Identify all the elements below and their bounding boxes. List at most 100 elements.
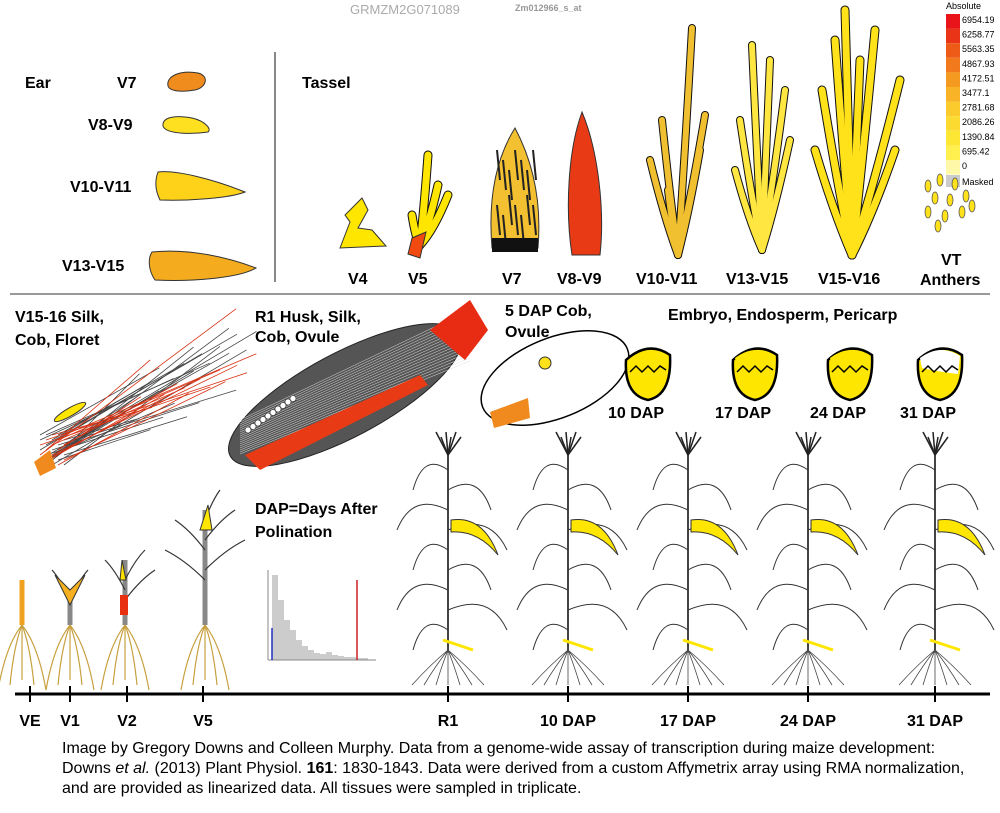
label: Ovule <box>505 324 550 341</box>
label: 10 DAP <box>540 713 596 730</box>
leaf <box>899 623 936 651</box>
legend-swatch <box>946 28 960 44</box>
caption-italic: et al. <box>115 760 151 777</box>
root-flush <box>682 638 714 652</box>
tassel-spike <box>685 431 689 456</box>
legend-swatch <box>946 130 960 146</box>
legend-swatch <box>946 160 960 175</box>
husk-silk <box>430 300 488 360</box>
silk-strand <box>63 346 221 466</box>
spikelet <box>502 159 507 191</box>
tassel-spike <box>807 436 822 456</box>
ovule <box>259 416 267 423</box>
root <box>807 649 845 686</box>
tassel-spike <box>445 431 449 456</box>
root <box>555 649 569 686</box>
label: 24 DAP <box>780 713 836 730</box>
tassel-spike <box>805 431 809 456</box>
label: 5 DAP Cob, <box>505 303 592 320</box>
histogram-bar <box>314 653 320 660</box>
kernel <box>624 347 672 402</box>
legend-swatch <box>946 87 960 102</box>
label: VT <box>941 252 962 269</box>
kernel <box>731 347 779 402</box>
label: 3477.1 <box>962 88 990 98</box>
root <box>192 624 206 686</box>
root <box>124 624 150 691</box>
caption-text: : 1830-1843. Data were derived from a cu… <box>62 760 965 797</box>
silk-strand <box>57 429 151 461</box>
leaf <box>934 563 979 591</box>
spikelet <box>508 194 513 226</box>
caption-bold: 161 <box>306 760 334 777</box>
ear-leaf <box>450 518 499 556</box>
label: 17 DAP <box>715 405 771 422</box>
husk-vein <box>239 333 471 437</box>
anther <box>951 177 959 191</box>
mature-plant <box>756 431 868 686</box>
root <box>795 649 809 686</box>
seedling <box>45 569 95 691</box>
ear-v13-v15 <box>148 250 258 281</box>
silk-strand <box>51 327 230 461</box>
ear-leaf <box>690 518 739 556</box>
leaf <box>687 563 732 591</box>
root <box>651 649 689 686</box>
leaf <box>899 463 936 491</box>
histogram-bar <box>296 640 302 660</box>
root <box>57 624 71 686</box>
ear-v7 <box>167 71 206 92</box>
tassel-spike <box>687 431 697 456</box>
leaf <box>687 483 732 511</box>
label: DAP=Days After <box>255 501 378 518</box>
tassel-spike <box>934 431 944 456</box>
husk-vein <box>239 354 471 451</box>
label: V10-V11 <box>636 271 697 288</box>
silk-strand <box>39 308 237 456</box>
silk-strand <box>51 364 238 456</box>
label: 2086.26 <box>962 117 995 127</box>
root <box>447 649 485 686</box>
silk-strand <box>45 346 194 466</box>
spikelet <box>514 204 519 236</box>
label: 17 DAP <box>660 713 716 730</box>
label: 6954.19 <box>962 15 995 25</box>
ear-leaf <box>937 518 986 556</box>
branch <box>675 147 703 258</box>
histogram-bar <box>284 620 290 660</box>
histogram-bar <box>290 630 296 660</box>
husk-vein <box>239 327 471 433</box>
histogram-bar <box>344 657 350 660</box>
anther <box>931 191 939 205</box>
root <box>69 624 95 691</box>
ovule <box>244 426 252 434</box>
root <box>100 624 126 691</box>
root <box>675 649 689 686</box>
leaf <box>652 543 689 571</box>
label: V15-V16 <box>818 271 880 288</box>
tassel-spike <box>932 431 936 456</box>
tassel-spike <box>927 436 936 456</box>
leaf <box>934 483 979 511</box>
spikelet <box>520 159 525 191</box>
leaf <box>883 583 936 611</box>
label: Cob, Ovule <box>255 329 340 346</box>
leaf <box>516 503 569 531</box>
tassel-v7-base <box>492 238 538 252</box>
leaf <box>772 623 809 651</box>
tassel-spike <box>934 436 949 456</box>
label: V4 <box>348 271 368 288</box>
spikelet <box>496 149 501 181</box>
spikelet <box>532 204 537 236</box>
branch <box>675 25 695 258</box>
leaf <box>532 543 569 571</box>
expression-figure: GRMZM2G071089 Zm012966_s_at Absolute 6954… <box>0 1 995 730</box>
anther <box>968 199 976 213</box>
branch <box>665 187 681 258</box>
ovule <box>254 419 262 427</box>
root <box>567 649 581 686</box>
root <box>567 649 593 686</box>
tassel-spike <box>567 436 582 456</box>
label: 5563.35 <box>962 44 995 54</box>
leaf <box>934 603 995 631</box>
